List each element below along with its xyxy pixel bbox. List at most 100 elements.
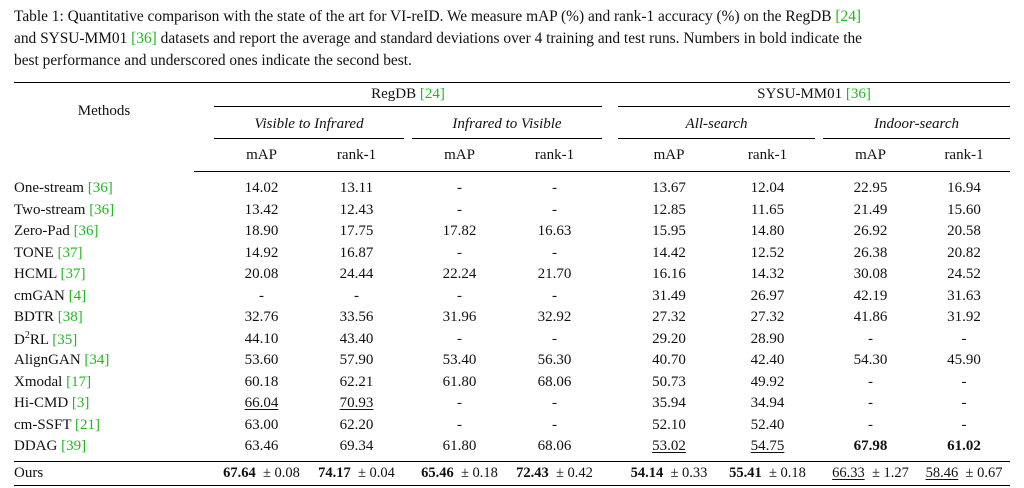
all-search-header: All-search [618, 109, 815, 139]
metric-value: 40.70 [652, 352, 686, 369]
metric-rank1-header: rank-1 [918, 139, 1011, 172]
method-name: HCML [37] [14, 266, 86, 283]
caption-text: Table 1: Quantitative comparison with th… [14, 8, 836, 25]
metric-value: 16.94 [947, 180, 981, 197]
metric-value: 66.33 ± 1.27 [823, 460, 918, 486]
ours-row: Ours 67.64 ± 0.08 74.17 ± 0.04 65.46 ± 0.18… [14, 460, 1011, 486]
metric-value: - [552, 330, 557, 347]
citation-link[interactable]: [36] [89, 201, 115, 218]
metric-value: 31.92 [947, 309, 981, 326]
metric-value: 67.64 ± 0.08 [214, 460, 309, 486]
method-name: Two-stream [36] [14, 201, 115, 218]
metric-value: 49.92 [750, 373, 785, 390]
citation-link[interactable]: [24] [835, 8, 862, 25]
header-row-settings: Visible to Infrared Infrared to Visible … [14, 109, 1011, 139]
citation-link[interactable]: [4] [68, 287, 87, 304]
metric-value: 63.00 [244, 416, 279, 433]
metric-value: - [868, 395, 873, 412]
caption-text: and SYSU-MM01 [14, 30, 132, 47]
metric-rank1-header: rank-1 [720, 139, 815, 172]
metric-value: 13.42 [244, 201, 279, 218]
method-name: Xmodal [17] [14, 373, 92, 390]
method-name: AlignGAN [34] [14, 352, 110, 369]
table-row: D2RL [35] 44.10 43.40 - - 29.20 28.90 - - [14, 329, 1010, 351]
citation-link[interactable]: [36] [845, 85, 871, 102]
metric-value: - [552, 244, 557, 261]
metric-value: 26.92 [853, 223, 888, 240]
metric-map-header: mAP [214, 139, 309, 172]
metric-value: 12.52 [750, 244, 785, 261]
std-value: 1.27 [883, 464, 909, 481]
metric-value: 55.41 ± 0.18 [720, 460, 815, 486]
metric-value: 33.56 [339, 309, 374, 326]
citation-link[interactable]: [17] [66, 373, 92, 390]
citation-link[interactable]: [38] [57, 309, 83, 326]
results-table: Methods RegDB [24] SYSU-MM01 [36] Visibl… [14, 82, 1011, 486]
metric-value: 62.20 [339, 416, 374, 433]
citation-link[interactable]: [35] [52, 331, 78, 348]
caption-line-1: Table 1: Quantitative comparison with th… [14, 6, 1014, 28]
citation-link[interactable]: [36] [87, 180, 113, 196]
metric-value: 54.30 [853, 352, 888, 369]
method-name: Ours [14, 460, 194, 486]
metric-value: 20.08 [244, 266, 279, 283]
citation-link[interactable]: [36] [73, 223, 99, 240]
citation-link[interactable]: [21] [75, 416, 100, 433]
metric-value: - [457, 395, 462, 412]
citation-link[interactable]: [34] [84, 352, 110, 369]
metric-value: 68.06 [537, 438, 572, 455]
table-row: Two-stream [36] 13.42 12.43 - - 12.85 11.65 21.… [14, 200, 1010, 222]
metric-value: 21.70 [537, 266, 572, 283]
metric-value: 18.90 [244, 223, 279, 240]
metric-value: 27.32 [652, 309, 686, 326]
metric-value: 24.44 [339, 266, 374, 283]
citation-link[interactable]: [39] [61, 438, 87, 455]
metric-value: 45.90 [947, 352, 981, 369]
metric-value: 12.85 [652, 201, 686, 218]
metric-value: 12.04 [750, 180, 785, 197]
citation-link[interactable]: [37] [57, 244, 83, 261]
metric-value: 29.20 [652, 330, 686, 347]
metric-value: 41.86 [853, 309, 888, 326]
metric-rank1-header: rank-1 [309, 139, 404, 172]
metric-value: 66.04 [244, 395, 279, 412]
table-body: One-stream [36] 14.02 13.11 - - 13.67 12.04 22.… [14, 172, 1011, 486]
metric-value: 35.94 [652, 395, 686, 412]
metric-value: 61.02 [947, 438, 981, 455]
metric-value: - [552, 201, 557, 218]
std-value: 0.18 [472, 464, 498, 481]
citation-link[interactable]: [24] [419, 85, 445, 102]
metric-value: 69.34 [339, 438, 374, 455]
method-name: TONE [37] [14, 244, 83, 261]
metric-value: 30.08 [853, 266, 888, 283]
metric-value: - [961, 373, 967, 390]
std-value: 0.33 [682, 464, 708, 481]
metric-value: 15.60 [947, 201, 981, 218]
metric-value: 16.63 [537, 223, 572, 240]
metric-value: - [552, 180, 557, 197]
metric-value: 17.75 [339, 223, 374, 240]
metric-value: 13.11 [339, 180, 374, 197]
std-value: 0.18 [780, 464, 806, 481]
table-row: Hi-CMD [3] 66.04 70.93 - - 35.94 34.94 - - [14, 393, 1010, 415]
method-name: cmGAN [4] [14, 287, 87, 304]
metric-value: 61.80 [442, 438, 477, 455]
table-row: cmGAN [4] - - - - 31.49 26.97 42.19 31.63 [14, 286, 1010, 308]
std-value: 0.08 [274, 464, 300, 481]
metric-value: 21.49 [853, 201, 888, 218]
metric-map-header: mAP [618, 139, 720, 172]
citation-link[interactable]: [37] [60, 266, 86, 283]
metric-value: - [961, 330, 967, 347]
metric-value: 53.60 [244, 352, 279, 369]
citation-link[interactable]: [36] [131, 30, 157, 47]
metric-value: 16.87 [339, 244, 374, 261]
std-value: 0.67 [977, 464, 1003, 481]
header-row-datasets: Methods RegDB [24] SYSU-MM01 [36] [14, 82, 1011, 172]
metric-value: 72.43 ± 0.42 [507, 460, 602, 486]
citation-link[interactable]: [3] [71, 395, 90, 412]
metric-value: - [457, 287, 462, 304]
std-value: 0.04 [369, 464, 395, 481]
metric-value: 53.02 [652, 438, 686, 455]
table-row: AlignGAN [34] 53.60 57.90 53.40 56.30 40.70 42… [14, 350, 1010, 372]
